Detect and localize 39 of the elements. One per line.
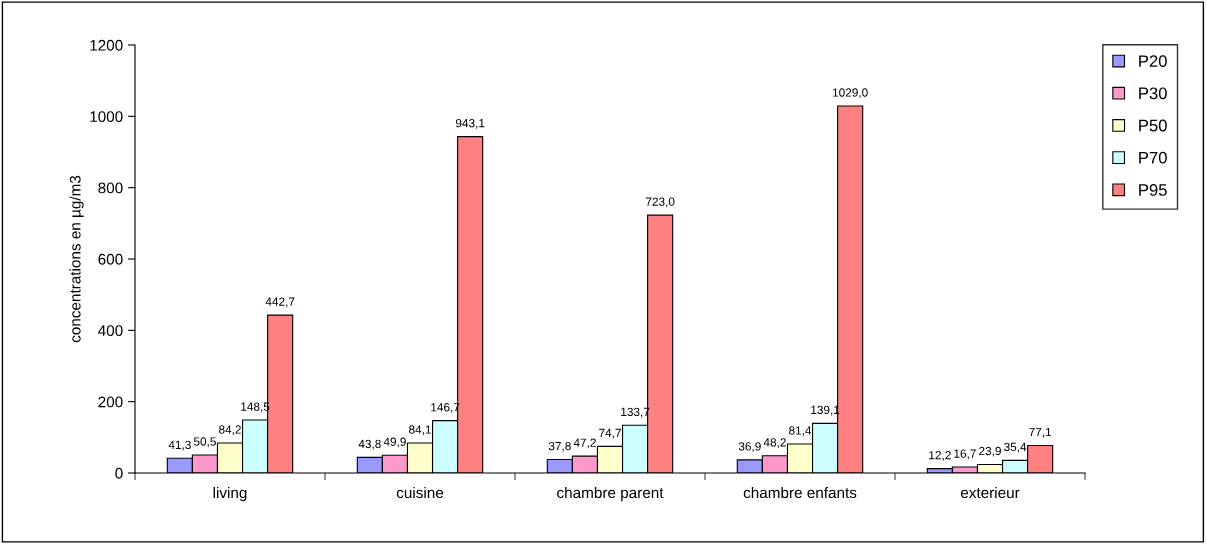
legend-label: P20 xyxy=(1139,55,1167,68)
data-label: 84,2 xyxy=(219,425,241,436)
data-label: 442,7 xyxy=(265,297,295,308)
data-label: 23,9 xyxy=(979,446,1001,457)
x-tick-label: living xyxy=(213,486,247,502)
data-label: 35,4 xyxy=(1004,442,1027,453)
legend-label: P30 xyxy=(1139,87,1167,100)
data-label: 43,8 xyxy=(358,439,381,450)
data-label: 74,7 xyxy=(599,428,621,439)
data-label: 47,2 xyxy=(573,438,596,449)
legend-label: P70 xyxy=(1139,151,1167,164)
data-label: 41,3 xyxy=(168,440,191,451)
data-label: 943,1 xyxy=(455,118,485,129)
x-tick-label: cuisine xyxy=(396,486,444,499)
data-label: 16,7 xyxy=(954,449,976,460)
data-label: 36,9 xyxy=(738,442,761,452)
y-tick-label: 0 xyxy=(115,467,123,479)
legend-label: P50 xyxy=(1139,119,1167,132)
data-label: 50,5 xyxy=(193,437,216,448)
data-label: 1029,0 xyxy=(833,88,868,99)
data-label: 37,8 xyxy=(548,441,571,452)
x-tick-label: chambre enfants xyxy=(743,486,857,499)
y-tick-label: 400 xyxy=(98,325,123,337)
data-label: 49,9 xyxy=(383,437,406,448)
legend-label: P95 xyxy=(1139,184,1167,196)
data-label: 12,2 xyxy=(929,451,951,461)
data-label: 48,2 xyxy=(763,438,786,448)
data-label: 84,1 xyxy=(409,425,431,436)
x-tick-label: chambre parent xyxy=(557,486,664,502)
y-tick-label: 1200 xyxy=(90,39,123,51)
y-tick-label: 1000 xyxy=(90,111,123,123)
y-tick-label: 800 xyxy=(98,182,123,194)
data-label: 81,4 xyxy=(789,426,812,437)
data-label: 723,0 xyxy=(646,197,675,208)
x-tick-label: exterieur xyxy=(960,486,1020,499)
y-axis-title: concentrations en µg/m3 xyxy=(69,175,84,343)
y-tick-label: 200 xyxy=(98,396,123,408)
y-tick-label: 600 xyxy=(98,253,123,265)
data-label: 77,1 xyxy=(1029,427,1052,438)
